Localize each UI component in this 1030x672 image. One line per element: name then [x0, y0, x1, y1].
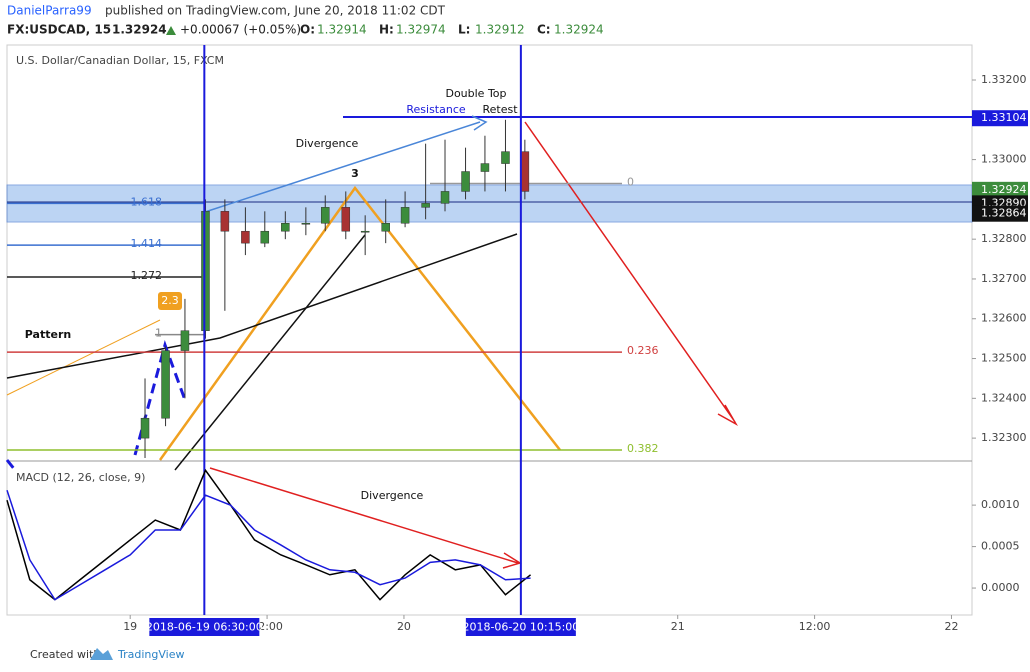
fib-label: 1.618	[131, 195, 163, 208]
y-tick-label: 1.32500	[981, 352, 1027, 365]
price-badge	[972, 181, 1028, 198]
x-tick-label: 19	[123, 620, 137, 633]
target-arrow	[524, 121, 739, 426]
ohlc-value: 1.32912	[475, 23, 525, 37]
date-label: 2018-06-19 06:30:00	[146, 621, 263, 634]
price-badge-label: 1.33104	[981, 111, 1027, 124]
ohlc-value: 1.32924	[554, 23, 604, 37]
candle-body	[241, 230, 250, 244]
macd-divergence	[209, 467, 522, 569]
candle-body	[341, 207, 351, 232]
candle-body	[281, 223, 290, 232]
frame	[6, 44, 973, 616]
last-price: 1.32924	[112, 23, 167, 37]
macd-line	[6, 489, 531, 601]
y-tick-label: 1.32600	[981, 312, 1027, 325]
y-tick-label: 0.0000	[981, 581, 1020, 594]
ohlc-value: 1.32914	[317, 23, 367, 37]
pane-title: U.S. Dollar/Canadian Dollar, 15, FXCM	[16, 54, 224, 67]
candle-body	[201, 211, 210, 331]
y-tick-label: 1.32800	[981, 232, 1027, 245]
annotation: Double Top	[445, 87, 506, 100]
annotation: Divergence	[361, 489, 424, 502]
ohlc-value: 1.32974	[396, 23, 446, 37]
date-label: 2018-06-20 10:15:00	[462, 621, 579, 634]
fib-label: 1	[155, 327, 162, 340]
label-box	[158, 292, 182, 310]
fib-label: 1.414	[131, 237, 163, 250]
orange-trend	[6, 319, 161, 396]
price-badge-label: 1.32864	[981, 207, 1027, 220]
y-tick-label: 1.32300	[981, 431, 1027, 444]
y-tick-label: 1.33000	[981, 153, 1027, 166]
change: +0.00067 (+0.05%)	[180, 23, 301, 37]
support-trend	[6, 233, 518, 379]
candle-body	[180, 330, 190, 351]
annotation: Divergence	[296, 137, 359, 150]
ohlc-key: C:	[537, 23, 551, 37]
footer-created: Created with	[30, 648, 100, 661]
logo	[90, 648, 113, 660]
y-tick-label: 1.33200	[981, 73, 1027, 86]
candle-body	[360, 230, 370, 233]
date-badge	[149, 618, 260, 636]
ohlc-key: O:	[300, 23, 315, 37]
price-badge	[972, 205, 1028, 222]
candle-body	[440, 191, 450, 204]
candle-body	[501, 151, 510, 164]
candle-body	[161, 350, 170, 419]
annotation: Pattern	[25, 328, 71, 341]
fib-label: 0	[627, 175, 634, 188]
date-badge	[465, 618, 576, 636]
candle-body	[301, 223, 311, 225]
x-tick-label: 21	[671, 620, 685, 633]
y-tick-label: 1.32400	[981, 391, 1027, 404]
up-arrow	[166, 26, 176, 35]
annotation: 2.3	[161, 294, 179, 307]
arrow-head	[471, 115, 488, 131]
x-tick-label: 22	[944, 620, 958, 633]
published: published on TradingView.com, June 20, 2…	[105, 4, 446, 18]
candle-body	[421, 203, 430, 208]
macd-line	[6, 468, 532, 601]
candle-body	[480, 163, 490, 172]
fib-label: 0.382	[627, 442, 659, 455]
price-badge	[972, 110, 1028, 127]
ohlc-key: L:	[458, 23, 470, 37]
candle-body	[520, 151, 530, 192]
x-tick-label: 20	[397, 620, 411, 633]
wave-dash	[5, 340, 187, 471]
pane-title: MACD (12, 26, close, 9)	[16, 471, 145, 484]
annotation: Retest	[482, 103, 518, 116]
symbol: FX:USDCAD, 15	[7, 23, 111, 37]
candle-body	[260, 230, 270, 244]
annotation: 3	[351, 167, 359, 180]
footer-brand[interactable]: TradingView	[117, 648, 184, 661]
y-tick-label: 0.0010	[981, 498, 1020, 511]
candle-body	[381, 223, 390, 232]
price-badge-label: 1.32924	[981, 183, 1027, 196]
candle-body	[140, 417, 150, 439]
y-tick-label: 1.32700	[981, 272, 1027, 285]
candle-body	[320, 207, 330, 224]
divergence-line	[204, 121, 481, 213]
candle-body	[220, 211, 230, 232]
pattern-lines	[158, 185, 561, 461]
candle-body	[461, 171, 470, 192]
author[interactable]: DanielParra99	[7, 4, 92, 18]
annotation: Resistance	[406, 103, 466, 116]
fib-label: 1.272	[131, 269, 163, 282]
fib-label: 0.236	[627, 344, 659, 357]
x-tick-label: 12:00	[799, 620, 831, 633]
ohlc-key: H:	[379, 23, 394, 37]
candle-body	[400, 207, 410, 224]
y-tick-label: 0.0005	[981, 540, 1020, 553]
